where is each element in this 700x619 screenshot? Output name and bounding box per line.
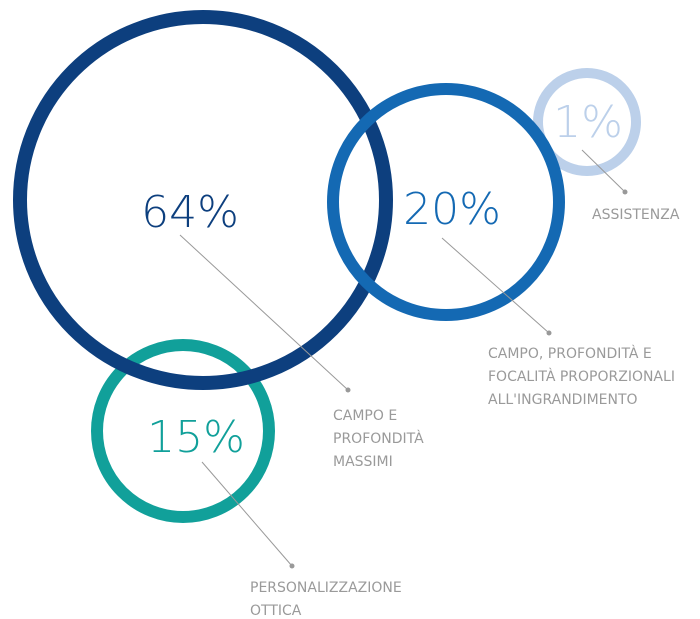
bubble — [533, 68, 641, 176]
value-label: 1% — [553, 97, 623, 148]
leader-dot — [289, 563, 295, 569]
value-label: 64% — [141, 187, 239, 238]
category-label: PROFONDITÀ — [333, 430, 424, 447]
leader-line — [201, 461, 293, 567]
category-label: CAMPO, PROFONDITÀ E — [488, 345, 652, 362]
value-label: 20% — [403, 184, 501, 235]
category-label: PERSONALIZZAZIONE — [250, 580, 402, 596]
leader-dot — [622, 189, 628, 195]
leader-dot — [345, 387, 351, 393]
category-label: FOCALITÀ PROPORZIONALI — [488, 368, 675, 385]
bubble — [91, 339, 275, 523]
bubble — [13, 10, 393, 390]
leader-line — [441, 237, 550, 334]
category-label: ALL'INGRANDIMENTO — [488, 392, 638, 408]
category-label: OTTICA — [250, 603, 302, 619]
leader-dot — [546, 330, 552, 336]
category-label: MASSIMI — [333, 454, 393, 470]
value-label: 15% — [147, 412, 245, 463]
leader-line — [179, 234, 349, 391]
category-label: ASSISTENZA — [592, 207, 680, 223]
category-label: CAMPO E — [333, 408, 397, 424]
bubble — [327, 83, 565, 321]
leader-line — [581, 149, 626, 193]
